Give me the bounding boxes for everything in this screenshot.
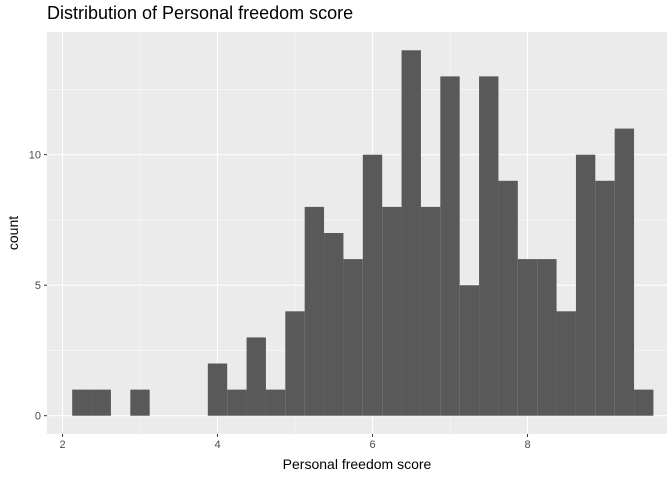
histogram-bar xyxy=(634,389,654,416)
histogram-bar xyxy=(556,311,576,416)
x-axis-ticks: 2 4 6 8 xyxy=(59,434,531,451)
x-axis-title: Personal freedom score xyxy=(283,456,432,472)
y-axis-title: count xyxy=(5,216,21,250)
histogram-bar xyxy=(440,76,460,416)
histogram-bar xyxy=(246,337,266,416)
histogram-bar xyxy=(285,311,305,416)
histogram-bar xyxy=(362,154,383,416)
y-tick-label: 10 xyxy=(29,150,41,162)
histogram-bar xyxy=(575,154,596,416)
histogram-bar xyxy=(537,259,557,416)
histogram-bar xyxy=(227,389,247,416)
x-tick-label: 6 xyxy=(369,439,375,451)
histogram-bar xyxy=(517,259,538,416)
histogram-bar xyxy=(324,233,344,416)
histogram-bars xyxy=(72,50,654,416)
histogram-bar xyxy=(130,389,150,416)
histogram-bar xyxy=(401,50,421,416)
histogram-bar xyxy=(614,128,635,416)
histogram-bar xyxy=(265,389,286,416)
histogram-bar xyxy=(304,206,325,416)
histogram-bar xyxy=(479,76,499,416)
x-tick-label: 2 xyxy=(59,439,65,451)
x-tick-label: 4 xyxy=(214,439,220,451)
y-tick-label: 5 xyxy=(35,280,41,292)
x-tick-label: 8 xyxy=(524,439,530,451)
histogram-bar xyxy=(72,389,92,416)
histogram-bar xyxy=(382,206,402,416)
histogram-bar xyxy=(498,180,518,416)
histogram-bar xyxy=(207,363,228,416)
y-axis-ticks: 0 5 10 xyxy=(29,150,47,423)
histogram-bar xyxy=(420,206,441,416)
histogram-bar xyxy=(459,285,480,416)
chart-title: Distribution of Personal freedom score xyxy=(47,3,354,23)
histogram-bar xyxy=(91,389,111,416)
histogram-bar xyxy=(595,180,615,416)
histogram-bar xyxy=(343,259,363,416)
y-tick-label: 0 xyxy=(35,411,41,423)
